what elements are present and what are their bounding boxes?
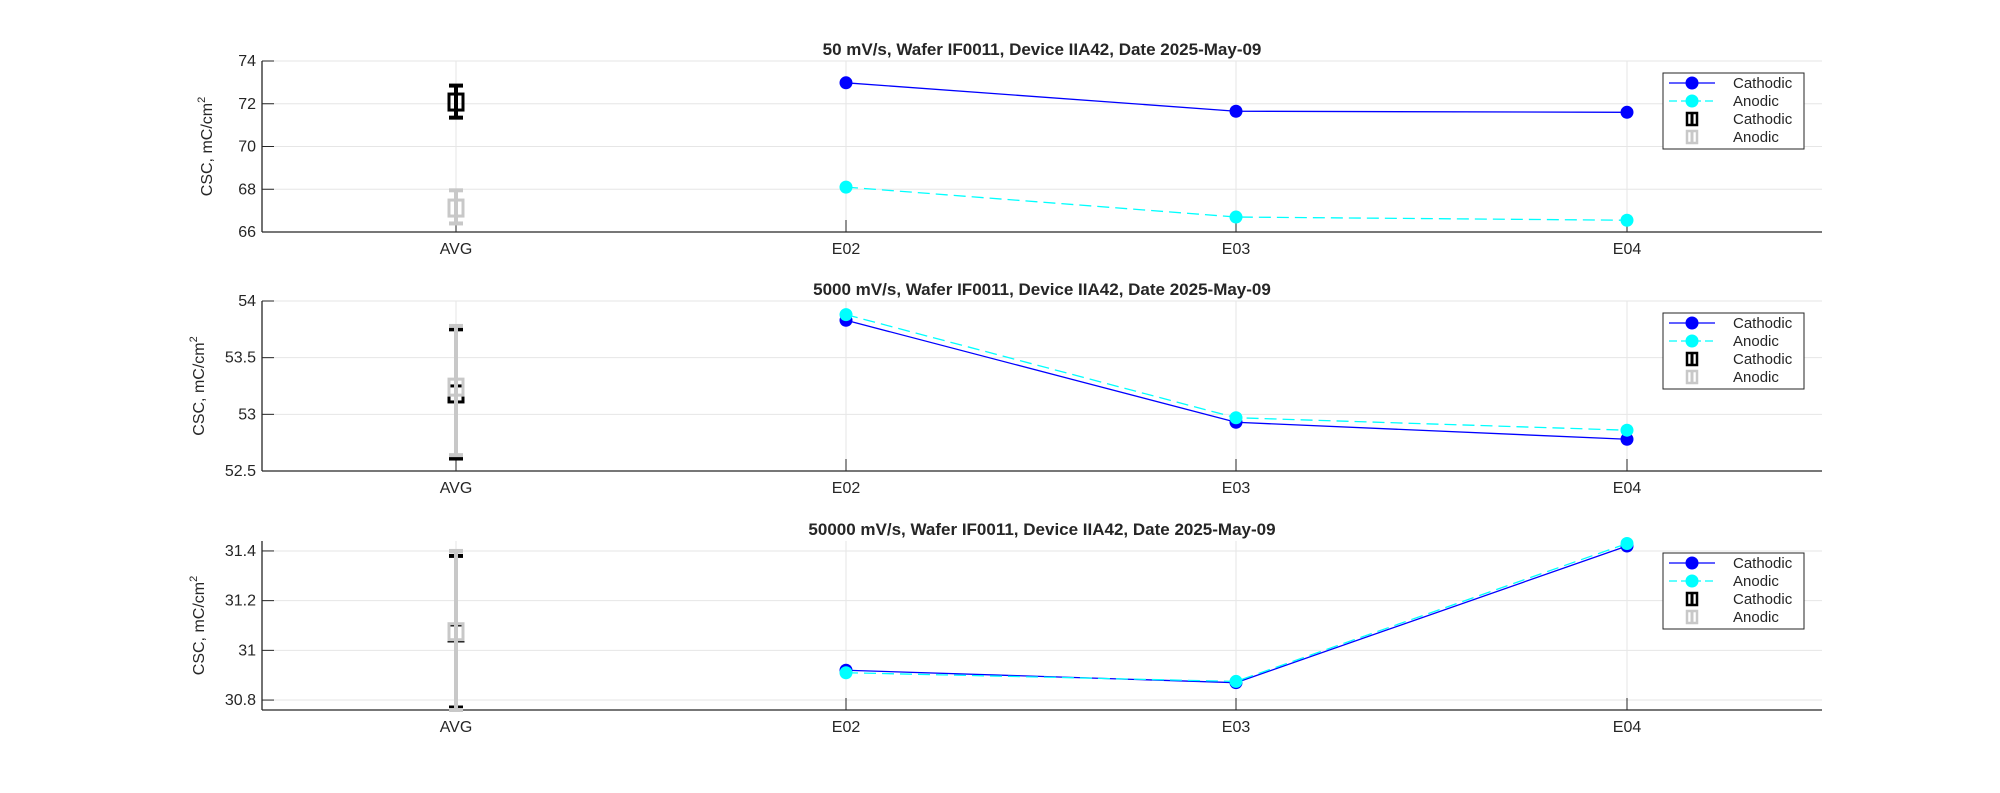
data-point-anodic (839, 666, 853, 680)
x-tick-label: E02 (832, 241, 861, 258)
legend-marker-swatch (1685, 94, 1699, 108)
avg-marker (447, 377, 465, 397)
data-point-anodic (1229, 674, 1243, 688)
legend-label: Cathodic (1733, 591, 1793, 608)
x-tick-label: E04 (1613, 719, 1642, 736)
y-axis-label: CSC, mC/cm2 (196, 97, 216, 196)
y-axis-label: CSC, mC/cm2 (188, 576, 208, 675)
data-point-anodic (839, 180, 853, 194)
y-tick-label: 66 (238, 224, 256, 241)
series-line-anodic (845, 542, 1628, 683)
y-tick-label: 52.5 (225, 463, 256, 480)
legend-marker-swatch (1685, 556, 1699, 570)
y-tick-label: 53.5 (225, 350, 256, 367)
y-tick-label: 70 (238, 139, 256, 156)
data-point-cathodic (839, 76, 853, 90)
y-tick-label: 72 (238, 96, 256, 113)
legend-label: Cathodic (1733, 111, 1793, 128)
chart-panel-0: 66 68 70 72 74 AVG E02 E03 E04 50 mV/s, Wafer IF0… (196, 40, 1822, 258)
data-point-anodic (1620, 213, 1634, 227)
data-point-anodic (839, 308, 853, 322)
chart-panel-2: 30.8 31 31.2 31.4 AVG E02 E03 E04 50000 mV/s, Wa… (188, 520, 1822, 736)
legend-label: Anodic (1733, 609, 1779, 626)
legend-avg-swatch (1685, 129, 1699, 145)
y-tick-label: 31.4 (225, 543, 256, 560)
y-tick-label: 53 (238, 406, 256, 423)
x-tick-label: E04 (1613, 480, 1642, 497)
legend-avg-swatch (1685, 609, 1699, 625)
legend-label: Anodic (1733, 369, 1779, 386)
chart-title: 50 mV/s, Wafer IF0011, Device IIA42, Dat… (823, 40, 1262, 59)
data-point-cathodic (1620, 432, 1634, 446)
y-tick-label: 54 (238, 293, 256, 310)
data-point-anodic (1229, 210, 1243, 224)
x-tick-label: E03 (1222, 719, 1251, 736)
y-tick-label: 30.8 (225, 692, 256, 709)
x-tick-label: E02 (832, 480, 861, 497)
y-tick-label: 31.2 (225, 593, 256, 610)
chart-title: 5000 mV/s, Wafer IF0011, Device IIA42, D… (813, 280, 1271, 299)
x-tick-label: AVG (440, 719, 473, 736)
data-point-cathodic (1620, 105, 1634, 119)
avg-marker (447, 92, 465, 112)
y-tick-label: 74 (238, 53, 256, 70)
data-point-anodic (1620, 423, 1634, 437)
x-tick-label: E02 (832, 719, 861, 736)
legend-marker-swatch (1685, 574, 1699, 588)
data-point-cathodic (1229, 104, 1243, 118)
legend-label: Anodic (1733, 333, 1779, 350)
y-tick-label: 68 (238, 181, 256, 198)
legend-marker-swatch (1685, 334, 1699, 348)
legend-label: Cathodic (1733, 555, 1793, 572)
data-point-anodic (1620, 536, 1634, 550)
legend-label: Cathodic (1733, 75, 1793, 92)
series-line-anodic (845, 186, 1628, 221)
avg-marker (447, 198, 465, 218)
x-tick-label: E03 (1222, 480, 1251, 497)
x-tick-label: AVG (440, 241, 473, 258)
legend-label: Anodic (1733, 93, 1779, 110)
y-axis-label: CSC, mC/cm2 (188, 336, 208, 435)
chart-title: 50000 mV/s, Wafer IF0011, Device IIA42, … (808, 520, 1275, 539)
legend-label: Cathodic (1733, 351, 1793, 368)
legend-avg-swatch (1685, 369, 1699, 385)
chart-panel-1: 52.5 53 53.5 54 AVG E02 E03 E04 5000 mV/s, Wafer… (188, 280, 1822, 497)
legend-avg-swatch (1685, 351, 1699, 367)
data-point-anodic (1229, 411, 1243, 425)
legend-label: Cathodic (1733, 315, 1793, 332)
legend-marker-swatch (1685, 76, 1699, 90)
legend-label: Anodic (1733, 129, 1779, 146)
legend-marker-swatch (1685, 316, 1699, 330)
y-tick-label: 31 (238, 642, 256, 659)
avg-marker (447, 622, 465, 642)
x-tick-label: AVG (440, 480, 473, 497)
x-tick-label: E03 (1222, 241, 1251, 258)
legend-avg-swatch (1685, 111, 1699, 127)
legend-avg-swatch (1685, 591, 1699, 607)
x-tick-label: E04 (1613, 241, 1642, 258)
legend-label: Anodic (1733, 573, 1779, 590)
